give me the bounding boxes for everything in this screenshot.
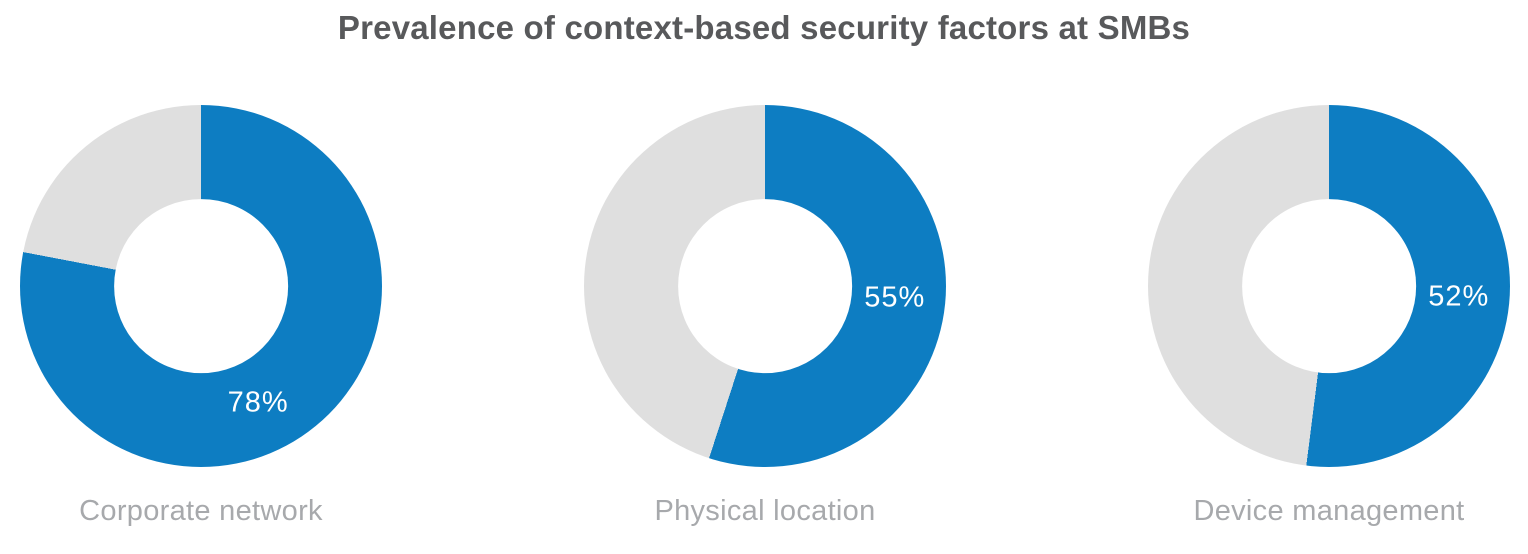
donut-device-management: 52% [1148, 105, 1510, 467]
category-label-corporate-network: Corporate network [79, 495, 323, 527]
category-label-device-management: Device management [1193, 495, 1465, 527]
percent-label: 78% [227, 386, 289, 419]
donut-charts-row: 78% Corporate network 55% Physical locat… [0, 105, 1528, 528]
donut-corporate-network: 78% [20, 105, 382, 467]
chart-title: Prevalence of context-based security fac… [337, 9, 1191, 46]
chart-block-physical-location: 55% Physical location [584, 105, 946, 528]
chart-block-corporate-network: 78% Corporate network [20, 105, 382, 528]
donut-hole [1242, 199, 1416, 373]
donut-physical-location: 55% [584, 105, 946, 467]
donut-hole [114, 199, 288, 373]
percent-label: 55% [864, 281, 926, 314]
chart-block-device-management: 52% Device management [1148, 105, 1510, 528]
percent-label: 52% [1428, 280, 1490, 313]
category-label-physical-location: Physical location [654, 495, 876, 527]
donut-hole [678, 199, 852, 373]
